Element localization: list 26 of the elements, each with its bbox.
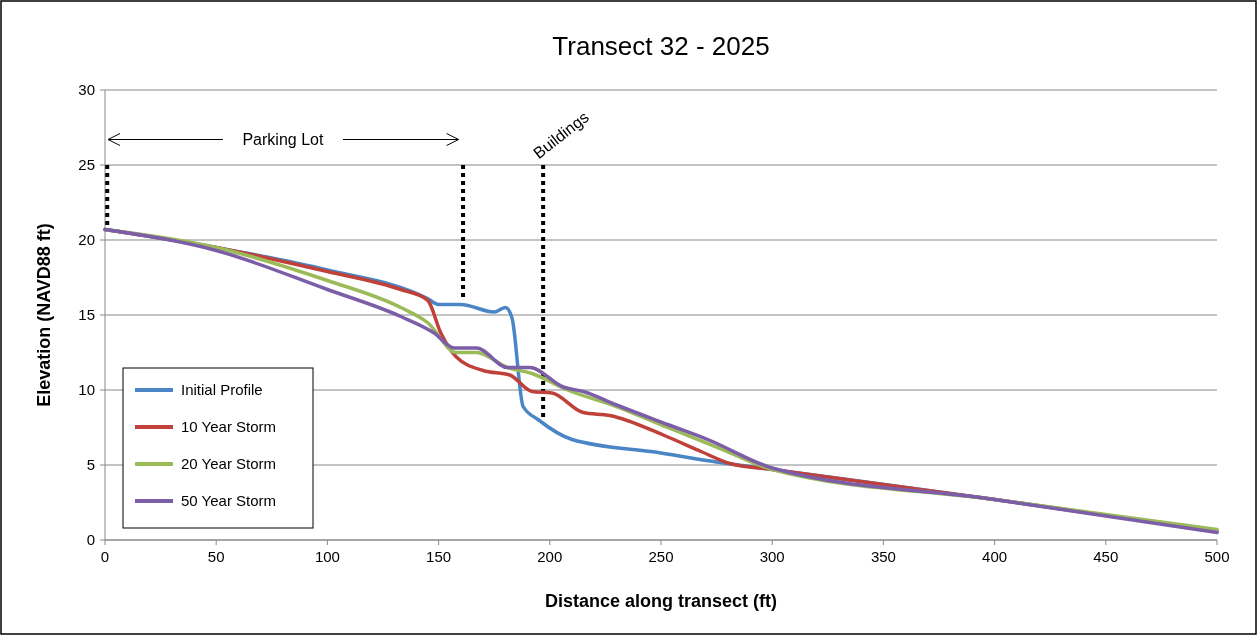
x-tick-label: 300 [759,548,785,565]
x-tick-label: 150 [426,548,452,565]
y-axis-title: Elevation (NAVD88 ft) [34,223,54,407]
x-tick-label: 250 [648,548,674,565]
y-tick-label: 15 [78,306,95,324]
x-tick-label: 0 [100,548,110,565]
y-tick-label: 30 [78,81,95,99]
y-tick-label: 20 [78,231,95,249]
x-tick-label: 200 [537,548,563,565]
annotation: Parking Lot [242,131,324,149]
y-tick-label: 10 [78,381,95,399]
legend-label: 10 Year Storm [181,418,277,436]
x-tick-label: 400 [982,548,1008,565]
chart-title: Transect 32 - 2025 [552,31,770,61]
legend-label: 50 Year Storm [181,492,277,510]
x-tick-label: 100 [314,548,340,565]
x-tick-label: 350 [870,548,896,565]
legend-label: 20 Year Storm [181,455,277,473]
legend-label: Initial Profile [181,381,263,399]
x-tick-label: 450 [1093,548,1119,565]
x-tick-label: 50 [207,548,225,565]
y-tick-label: 0 [86,531,95,549]
y-tick-label: 25 [78,156,95,174]
y-tick-label: 5 [86,456,95,474]
x-axis-title: Distance along transect (ft) [544,591,778,611]
x-tick-label: 500 [1204,548,1230,565]
